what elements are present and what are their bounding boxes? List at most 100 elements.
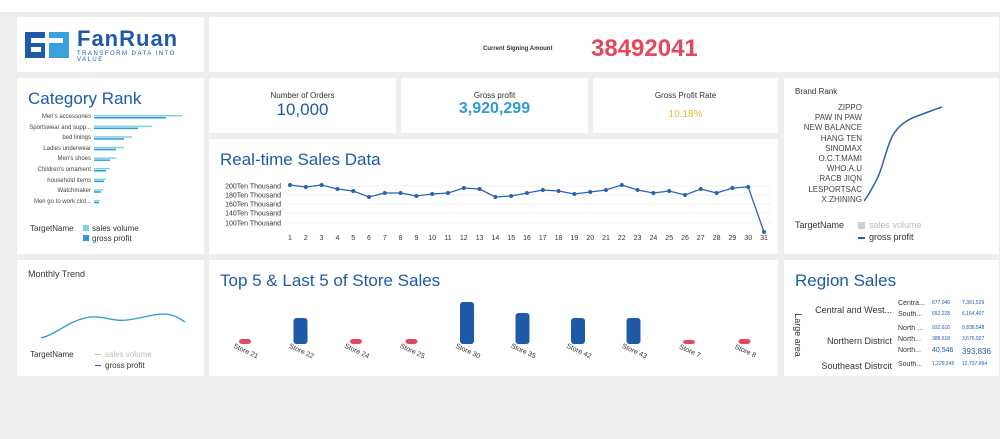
category-sales-bar	[94, 115, 182, 117]
realtime-point	[619, 183, 624, 187]
brand-item-label: LESPORTSAC	[808, 184, 862, 194]
brand-item-label: O.C.T.MAMI	[818, 154, 862, 163]
logo-tagline: TRANSFORM DATA INTO VALUE	[77, 50, 176, 63]
category-profit-bar	[94, 191, 101, 193]
store-label: Store 7	[678, 344, 702, 360]
monthly-trend-panel: Monthly Trend TargetName sales volume gr…	[17, 260, 204, 376]
region-subarea: South...	[898, 311, 923, 318]
realtime-point	[367, 195, 371, 199]
realtime-point	[288, 183, 292, 187]
store-label: Store 35	[510, 343, 537, 361]
store-bar-top	[293, 318, 308, 344]
region-axis-label: Large area	[792, 313, 803, 357]
brand-trend-line	[864, 106, 943, 202]
category-bars	[94, 115, 182, 204]
region-group-name: Central and West...	[815, 305, 892, 315]
region-value-b: 9,838,548	[962, 325, 985, 331]
category-profit-bar	[94, 117, 166, 119]
legend-profit-label: gross profit	[92, 234, 132, 243]
realtime-point	[493, 195, 498, 199]
brand-rank-panel: Brand Rank ZIPPO PAW IN PAW NEW BALANCE HAN…	[784, 78, 999, 254]
store-bar-bottom	[350, 339, 362, 344]
category-sales-bar	[94, 136, 132, 138]
monthly-trend-title: Monthly Trend	[28, 269, 86, 279]
realtime-x-tick: 18	[555, 235, 563, 242]
realtime-x-tick: 20	[586, 235, 594, 242]
region-subarea: Centra...	[898, 300, 925, 307]
store-label: Store 42	[565, 343, 592, 361]
realtime-x-tick: 23	[634, 235, 642, 242]
realtime-x-tick: 12	[460, 235, 468, 242]
monthly-legend-swatch-profit	[95, 365, 101, 366]
region-table: Central and West... Centra... 677,046 7,381…	[812, 300, 997, 374]
category-profit-bar	[94, 127, 138, 130]
realtime-x-tick: 16	[523, 235, 531, 242]
brand-legend-profit-label: gross profit	[869, 232, 914, 242]
monthly-trend-line	[40, 313, 186, 339]
realtime-y-tick: 200Ten Thousand	[225, 184, 281, 191]
category-sales-bar	[94, 146, 124, 149]
signing-value: 38492041	[591, 35, 698, 62]
realtime-x-tick: 22	[618, 235, 626, 242]
signing-label: Current Signing Amount	[483, 46, 553, 52]
brand-list: ZIPPO PAW IN PAW NEW BALANCE HANG TEN SINOMA…	[784, 103, 862, 204]
monthly-legend-sales-label: sales volume	[105, 350, 152, 359]
logo-name: FanRuan	[77, 25, 179, 51]
monthly-legend-swatch-sales	[95, 354, 101, 355]
region-value-a: 1,229,245	[932, 361, 955, 367]
realtime-sales-title: Real-time Sales Data	[220, 150, 381, 169]
realtime-point	[762, 230, 766, 234]
realtime-x-tick: 31	[760, 235, 768, 242]
store-label: Store 21	[232, 343, 259, 361]
category-sales-bar	[94, 199, 100, 202]
category-sales-bar	[94, 178, 106, 181]
realtime-x-tick: 13	[476, 235, 484, 242]
legend-target-name: TargetName	[30, 224, 74, 233]
fanruan-logo-icon	[25, 30, 69, 60]
realtime-x-tick: 30	[744, 235, 752, 242]
store-bar-top	[571, 318, 585, 344]
region-value-a: 932,616	[932, 325, 951, 331]
brand-legend-swatch-profit	[858, 237, 865, 239]
region-value-b: 6,164,407	[962, 311, 985, 317]
store-bar-bottom	[683, 340, 695, 344]
profit-rate-card: Gross Profit Rate 10.18%	[593, 78, 778, 133]
category-item-label: household items	[47, 177, 91, 184]
category-item-label: Men's shoes	[57, 156, 92, 163]
brand-legend-target-name: TargetName	[795, 220, 845, 230]
realtime-x-tick: 28	[713, 235, 721, 242]
realtime-y-tick: 140Ten Thousand	[225, 211, 281, 218]
realtime-x-tick: 26	[681, 235, 689, 242]
store-sales-chart: Store 21 Store 22 Store 24 Store 25 Store 30…	[232, 302, 757, 361]
category-profit-bar	[94, 170, 106, 172]
brand-item-label: ZIPPO	[837, 103, 862, 112]
brand-item-label: NEW BALANCE	[803, 123, 862, 133]
realtime-point	[509, 194, 514, 198]
realtime-point	[588, 190, 593, 194]
realtime-point	[714, 191, 719, 195]
realtime-x-tick: 3	[320, 235, 324, 242]
gross-profit-card: Gross profit 3,920,299	[401, 78, 588, 133]
profit-rate-value: 10.18%	[668, 109, 703, 120]
realtime-y-tick: 180Ten Thousand	[225, 193, 281, 200]
category-profit-bar	[94, 180, 104, 183]
realtime-x-tick: 9	[414, 235, 418, 242]
region-subarea: North...	[898, 336, 921, 343]
realtime-point	[430, 192, 435, 196]
realtime-x-tick: 11	[444, 235, 451, 242]
region-sales-title: Region Sales	[795, 271, 897, 290]
gross-profit-value: 3,920,299	[458, 100, 531, 117]
category-item-label: bed linings	[62, 135, 91, 142]
realtime-point	[446, 191, 450, 195]
category-item-label: Sportswear and supp...	[29, 124, 91, 131]
store-label: Store 8	[733, 344, 757, 360]
realtime-point	[382, 191, 387, 195]
realtime-x-tick: 15	[507, 235, 515, 242]
store-label: Store 30	[454, 343, 481, 361]
category-sales-bar	[94, 168, 110, 170]
realtime-point	[525, 191, 529, 195]
monthly-legend-target-name: TargetName	[30, 350, 74, 359]
region-value-b: 7,381,529	[962, 300, 985, 306]
realtime-point	[635, 188, 640, 192]
brand-item-label: RACB JIQN	[819, 174, 862, 184]
